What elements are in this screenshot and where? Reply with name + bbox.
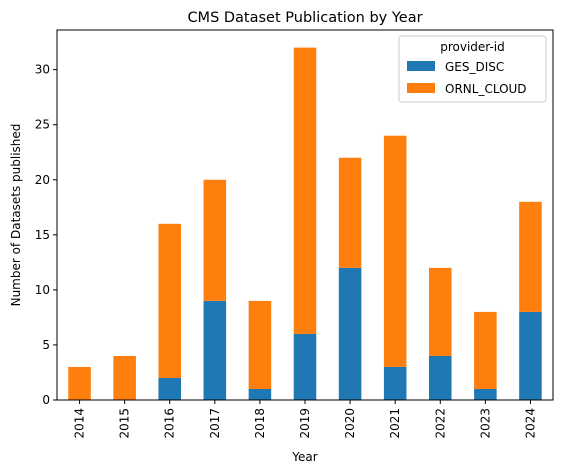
y-tick-label-10: 10 (35, 283, 50, 297)
chart-title: CMS Dataset Publication by Year (187, 10, 422, 26)
plot-area (56, 29, 554, 401)
y-axis: 0 5 10 15 20 25 30 (35, 63, 57, 407)
x-tick-label-2015: 2015 (118, 408, 132, 439)
bar-ornl-cloud-2016 (158, 223, 181, 378)
x-tick-label-2018: 2018 (253, 408, 267, 439)
y-tick-label-25: 25 (35, 118, 50, 132)
x-tick-label-2021: 2021 (388, 408, 402, 439)
x-axis-label: Year (291, 450, 317, 464)
bar-ornl-cloud-2024 (519, 201, 542, 312)
bar-ornl-cloud-2023 (474, 311, 497, 389)
legend-box (398, 35, 547, 103)
legend-label-ornl-cloud: ORNL_CLOUD (445, 82, 527, 96)
x-tick-label-2024: 2024 (523, 408, 537, 439)
x-tick-label-2023: 2023 (478, 408, 492, 439)
bar-ornl-cloud-2020 (338, 157, 362, 268)
x-tick-label-2014: 2014 (73, 408, 87, 439)
x-tick-label-2022: 2022 (433, 408, 447, 439)
bar-ornl-cloud-2017 (203, 179, 227, 301)
x-tick-label-2017: 2017 (208, 408, 222, 439)
y-tick-label-5: 5 (42, 338, 50, 352)
x-tick-label-2016: 2016 (163, 408, 177, 439)
legend-swatch-ornl-cloud (407, 83, 435, 93)
bar-ornl-cloud-2014 (68, 366, 91, 400)
x-axis: 2014 2015 2016 2017 2018 2019 2020 2021 2022 2023… (73, 400, 537, 439)
y-axis-label: Number of Datasets published (9, 124, 23, 307)
bar-ges-disc-2023 (474, 388, 497, 400)
bar-ornl-cloud-2022 (429, 267, 452, 356)
bar-ges-disc-2018 (248, 388, 272, 400)
y-tick-label-20: 20 (35, 173, 50, 187)
bar-ornl-cloud-2015 (113, 355, 136, 400)
x-tick-label-2020: 2020 (343, 408, 357, 439)
legend-title: provider-id (440, 40, 505, 54)
legend-label-ges-disc: GES_DISC (445, 60, 504, 74)
bar-ges-disc-2017 (203, 300, 227, 400)
y-tick-label-30: 30 (35, 63, 50, 77)
bar-ges-disc-2024 (519, 311, 542, 400)
bar-ges-disc-2021 (383, 366, 407, 400)
bar-ornl-cloud-2018 (248, 300, 272, 389)
y-tick-label-0: 0 (42, 393, 50, 407)
bar-ges-disc-2022 (429, 355, 452, 400)
y-tick-label-15: 15 (35, 228, 50, 242)
legend: provider-id GES_DISC ORNL_CLOUD (398, 35, 547, 103)
bar-ges-disc-2016 (158, 377, 181, 400)
bar-ges-disc-2019 (293, 333, 317, 400)
legend-swatch-ges-disc (407, 61, 435, 71)
x-tick-label-2019: 2019 (298, 408, 312, 439)
bar-ornl-cloud-2019 (293, 47, 317, 334)
bar-ornl-cloud-2021 (383, 135, 407, 367)
bar-ges-disc-2020 (338, 267, 362, 400)
